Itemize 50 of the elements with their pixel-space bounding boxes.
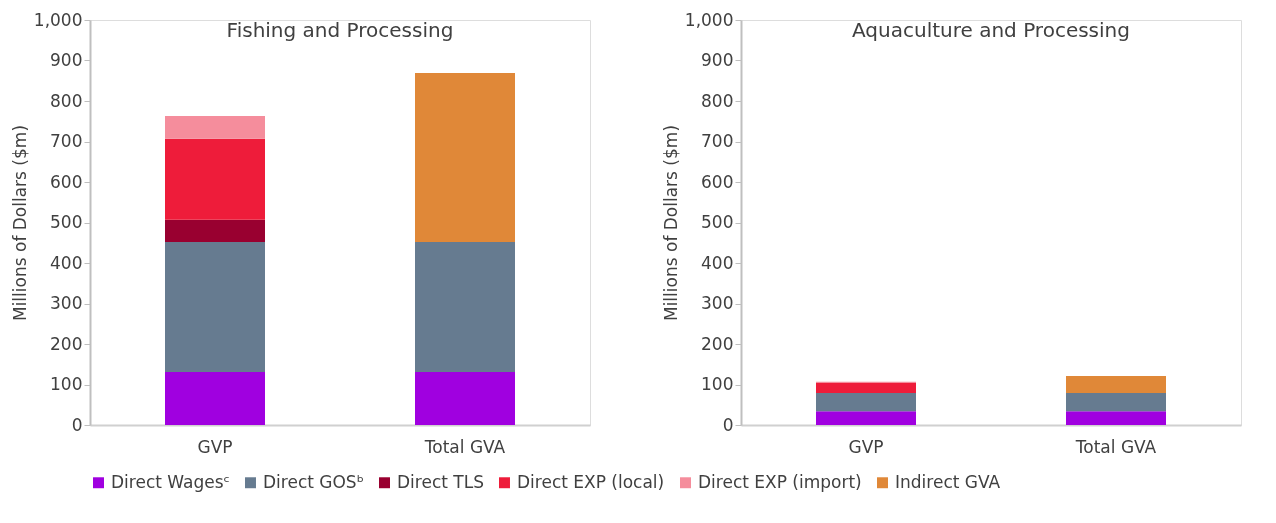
y-tick-label: 400 bbox=[50, 252, 83, 273]
y-tick-label: 800 bbox=[701, 90, 734, 111]
y-tick-label: 0 bbox=[722, 414, 734, 435]
y-tick-label: 300 bbox=[701, 293, 734, 313]
legend-label: Direct GOSᵇ bbox=[263, 471, 364, 492]
legend-label: Direct Wagesᶜ bbox=[111, 471, 230, 492]
y-tick-label: 600 bbox=[50, 171, 83, 192]
x-tick-label: Total GVA bbox=[423, 436, 506, 457]
y-tick-label: 800 bbox=[50, 90, 83, 111]
bar bbox=[415, 371, 515, 425]
y-tick-label: 500 bbox=[50, 212, 83, 232]
y-tick-label: 900 bbox=[701, 50, 734, 70]
y-tick-label: 100 bbox=[701, 374, 734, 394]
bar bbox=[1066, 411, 1166, 425]
chart-title: Aquaculture and Processing bbox=[852, 18, 1130, 42]
chart-title: Fishing and Processing bbox=[226, 18, 454, 42]
legend-label: Indirect GVA bbox=[895, 471, 1001, 492]
bar bbox=[165, 371, 265, 425]
x-tick-label: GVP bbox=[848, 436, 884, 457]
y-tick-label: 100 bbox=[50, 374, 83, 394]
y-tick-label: 600 bbox=[701, 171, 734, 192]
y-axis-title: Millions of Dollars ($m) bbox=[9, 124, 30, 322]
bar bbox=[415, 241, 515, 372]
bar bbox=[165, 241, 265, 372]
bar bbox=[816, 393, 916, 412]
y-tick-label: 700 bbox=[701, 131, 734, 151]
y-tick-label: 0 bbox=[71, 414, 83, 435]
x-tick-label: Total GVA bbox=[1074, 436, 1157, 457]
y-tick-label: 400 bbox=[701, 252, 734, 273]
legend-label: Direct EXP (local) bbox=[517, 471, 665, 492]
bar bbox=[816, 382, 916, 394]
x-tick-label: GVP bbox=[197, 436, 233, 457]
y-tick-label: 200 bbox=[701, 333, 734, 354]
y-tick-label: 1,000 bbox=[684, 9, 734, 30]
y-axis-title: Millions of Dollars ($m) bbox=[660, 124, 681, 322]
y-tick-label: 900 bbox=[50, 50, 83, 70]
y-tick-label: 500 bbox=[701, 212, 734, 232]
y-tick-label: 700 bbox=[50, 131, 83, 151]
bar bbox=[415, 73, 515, 242]
y-tick-label: 300 bbox=[50, 293, 83, 313]
bar bbox=[1066, 376, 1166, 394]
bar bbox=[1066, 393, 1166, 412]
bar bbox=[165, 115, 265, 139]
bar bbox=[165, 219, 265, 242]
legend-label: Direct EXP (import) bbox=[698, 471, 862, 492]
y-tick-label: 1,000 bbox=[33, 9, 83, 30]
bar bbox=[165, 138, 265, 220]
legend-label: Direct TLS bbox=[397, 471, 484, 492]
bar bbox=[816, 411, 916, 425]
y-tick-label: 200 bbox=[50, 333, 83, 354]
